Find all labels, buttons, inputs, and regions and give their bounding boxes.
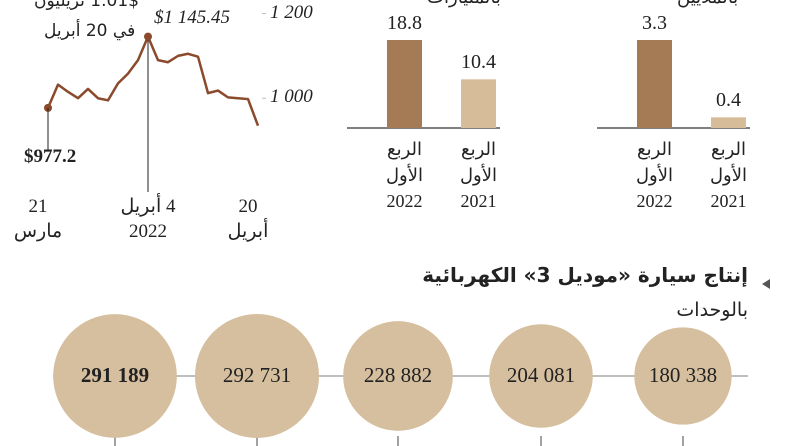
point: [144, 32, 152, 41]
annotation: في 20 أبريل: [44, 21, 136, 41]
bubble: [489, 324, 593, 428]
x-tick-label: 4 أبريل 2022: [120, 196, 176, 242]
value-label: 3.3: [642, 12, 667, 34]
x-tick-label: الربع الأول 2021: [459, 139, 498, 212]
chart-title: إنتاج سيارة «موديل 3» الكهربائية: [422, 263, 748, 287]
title-arrow: [762, 279, 770, 289]
bubble: [195, 314, 319, 438]
value-label: 180 338: [648, 363, 718, 387]
value-label: 228 882: [363, 363, 433, 387]
value-label: 204 081: [506, 363, 576, 387]
price-line: [46, 35, 260, 127]
subtitle: بالملايين: [677, 0, 738, 9]
subtitle: بالوحدات: [676, 299, 748, 321]
annotation: 1.01$ تريليون: [34, 0, 139, 11]
bar: [461, 79, 496, 128]
x-tick-label: الربع الأول 2022: [635, 139, 674, 212]
bubble: [634, 327, 732, 425]
bubble: [53, 314, 177, 438]
subtitle: بالمليارات: [427, 0, 501, 9]
x-tick-label: الربع الأول 2022: [385, 139, 424, 212]
value-label: $1 145.45: [154, 7, 230, 28]
value-label: 18.8: [387, 12, 422, 34]
x-tick-label: الربع الأول 2021: [709, 139, 748, 212]
x-tick-label: 21 مارس: [13, 196, 63, 242]
y-tick-label: 1 200: [270, 1, 313, 23]
x-tick-label: 20 أبريل: [227, 196, 269, 242]
bar: [387, 40, 422, 128]
bubble: [343, 321, 453, 431]
bar: [637, 40, 672, 128]
y-tick-label: 1 000: [270, 86, 313, 108]
bar: [711, 117, 746, 128]
value-label: 292 731: [222, 363, 292, 387]
value-label: 0.4: [716, 89, 741, 112]
value-label: $977.2: [24, 146, 77, 167]
value-label: 10.4: [461, 51, 496, 74]
value-label: 291 189: [80, 363, 150, 387]
